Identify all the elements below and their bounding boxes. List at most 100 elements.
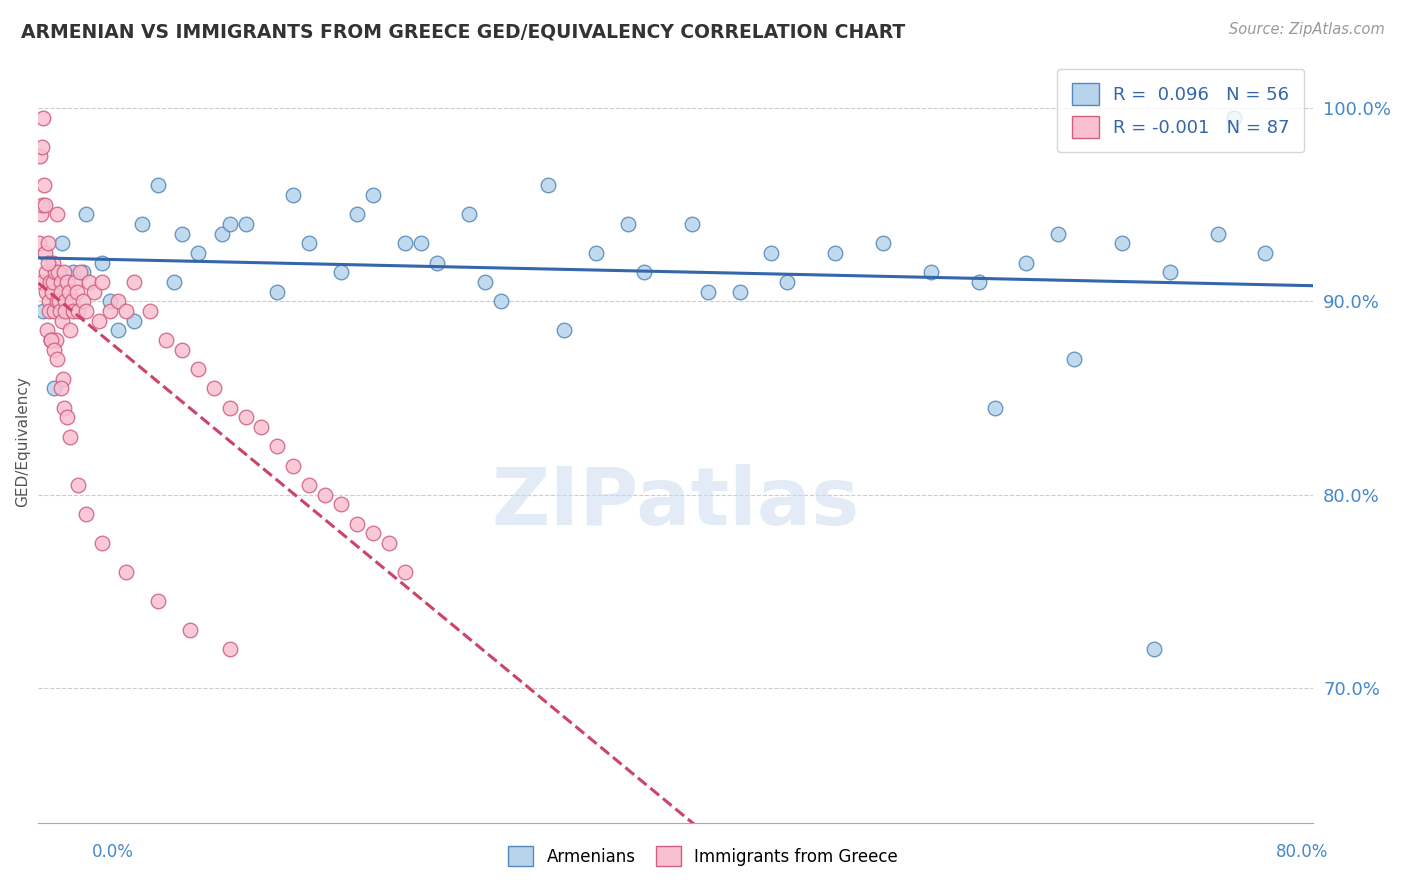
Point xyxy=(35,265,58,279)
Point xyxy=(146,594,169,608)
Point xyxy=(266,439,288,453)
Point xyxy=(409,236,432,251)
Point xyxy=(585,246,607,260)
Point xyxy=(79,275,101,289)
Point xyxy=(31,275,53,289)
Point xyxy=(218,217,240,231)
Point xyxy=(266,285,288,299)
Point xyxy=(49,275,72,289)
Point xyxy=(59,323,82,337)
Point xyxy=(30,207,52,221)
Point xyxy=(35,323,58,337)
Point xyxy=(75,207,97,221)
Point xyxy=(46,265,69,279)
Point xyxy=(38,294,60,309)
Point xyxy=(983,401,1005,415)
Point xyxy=(776,275,799,289)
Point xyxy=(489,294,512,309)
Point xyxy=(52,265,75,279)
Point xyxy=(211,227,233,241)
Point xyxy=(98,294,121,309)
Point xyxy=(49,381,72,395)
Point xyxy=(34,197,56,211)
Point xyxy=(617,217,640,231)
Point xyxy=(52,372,75,386)
Point xyxy=(38,304,60,318)
Point xyxy=(59,430,82,444)
Point xyxy=(1159,265,1181,279)
Point xyxy=(1063,352,1085,367)
Point xyxy=(155,333,177,347)
Point xyxy=(37,236,59,251)
Point xyxy=(218,401,240,415)
Point xyxy=(44,265,66,279)
Point xyxy=(28,149,51,163)
Point xyxy=(31,139,53,153)
Point xyxy=(250,420,273,434)
Point xyxy=(298,478,321,492)
Point xyxy=(361,526,384,541)
Point xyxy=(824,246,846,260)
Point xyxy=(330,265,353,279)
Point xyxy=(728,285,751,299)
Point xyxy=(457,207,479,221)
Point xyxy=(72,265,94,279)
Point xyxy=(1254,246,1277,260)
Point xyxy=(187,246,209,260)
Point xyxy=(346,207,368,221)
Point xyxy=(48,294,70,309)
Point xyxy=(1111,236,1133,251)
Point xyxy=(32,178,55,193)
Point xyxy=(378,536,401,550)
Text: 0.0%: 0.0% xyxy=(91,843,134,861)
Point xyxy=(1222,111,1244,125)
Point xyxy=(32,111,55,125)
Point xyxy=(346,516,368,531)
Point xyxy=(62,265,84,279)
Point xyxy=(122,313,145,327)
Point xyxy=(146,178,169,193)
Point xyxy=(1047,227,1070,241)
Point xyxy=(426,255,449,269)
Point xyxy=(34,246,56,260)
Point xyxy=(235,410,257,425)
Point xyxy=(633,265,655,279)
Point xyxy=(42,275,65,289)
Point xyxy=(46,207,69,221)
Point xyxy=(45,294,67,309)
Point xyxy=(62,304,84,318)
Point xyxy=(53,294,76,309)
Point xyxy=(394,565,416,579)
Point xyxy=(681,217,703,231)
Point xyxy=(1015,255,1038,269)
Point xyxy=(107,323,129,337)
Y-axis label: GED/Equivalency: GED/Equivalency xyxy=(15,376,30,507)
Legend: R =  0.096   N = 56, R = -0.001   N = 87: R = 0.096 N = 56, R = -0.001 N = 87 xyxy=(1057,69,1305,153)
Point xyxy=(202,381,225,395)
Point xyxy=(218,642,240,657)
Point xyxy=(67,304,90,318)
Point xyxy=(163,275,186,289)
Point xyxy=(65,285,87,299)
Point xyxy=(37,255,59,269)
Point xyxy=(394,236,416,251)
Point xyxy=(920,265,942,279)
Legend: Armenians, Immigrants from Greece: Armenians, Immigrants from Greece xyxy=(502,839,904,873)
Point xyxy=(872,236,894,251)
Point xyxy=(58,285,80,299)
Text: ZIPatlas: ZIPatlas xyxy=(492,464,860,541)
Point xyxy=(46,352,69,367)
Point xyxy=(235,217,257,231)
Point xyxy=(170,343,193,357)
Point xyxy=(44,304,66,318)
Point xyxy=(39,275,62,289)
Point xyxy=(75,507,97,521)
Point xyxy=(298,236,321,251)
Point xyxy=(967,275,990,289)
Point xyxy=(72,294,94,309)
Point xyxy=(553,323,575,337)
Point xyxy=(474,275,496,289)
Point xyxy=(314,488,336,502)
Point xyxy=(283,458,305,473)
Point xyxy=(49,304,72,318)
